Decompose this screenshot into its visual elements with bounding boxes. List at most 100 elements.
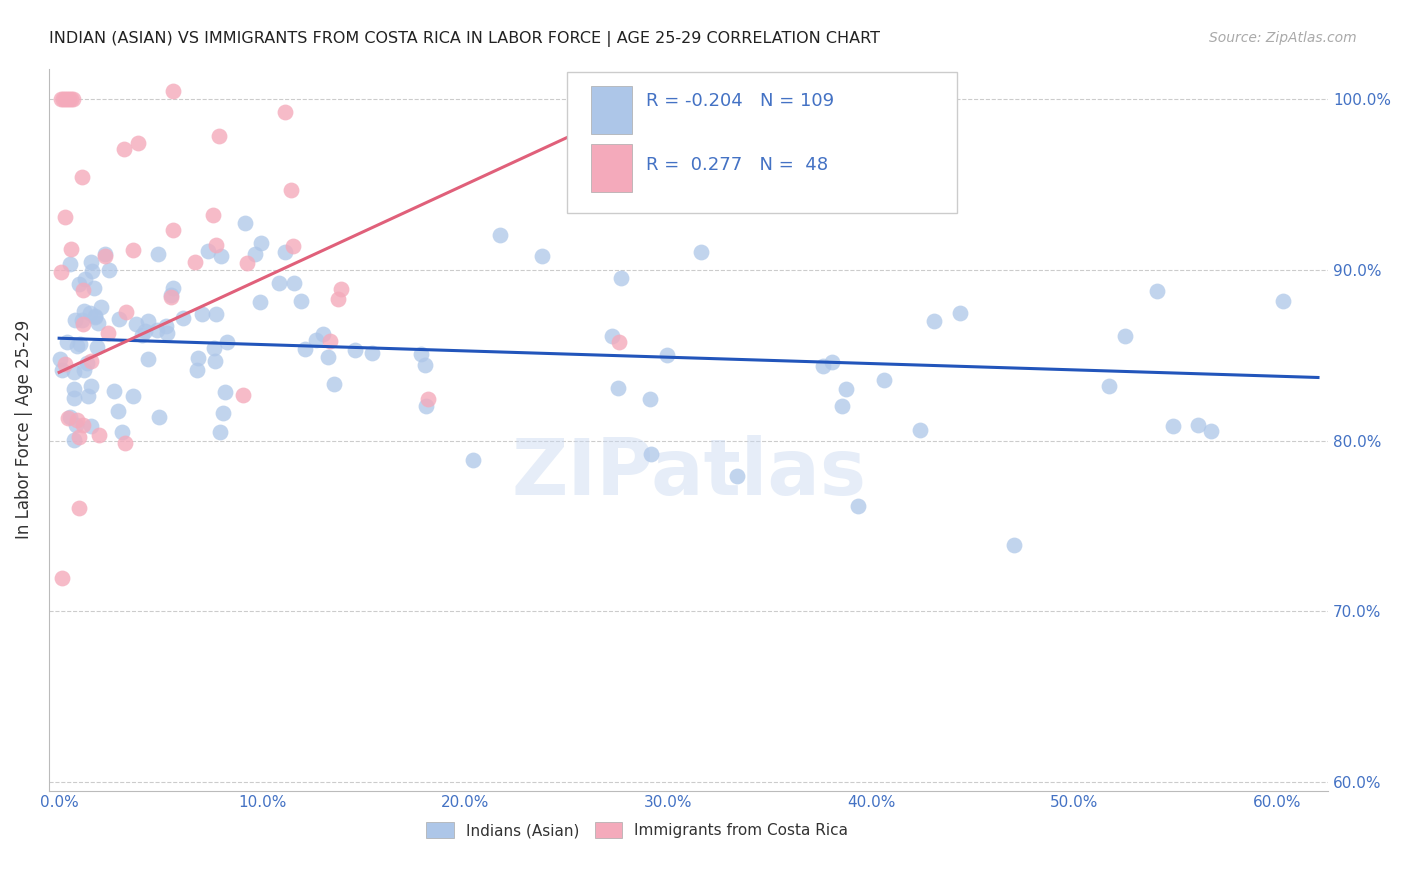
Point xyxy=(148,409,170,424)
Point xyxy=(233,217,256,231)
Point xyxy=(73,304,96,318)
Point xyxy=(922,313,945,327)
Point xyxy=(67,430,90,444)
Point xyxy=(274,105,297,120)
Point xyxy=(67,501,90,516)
Point xyxy=(90,301,112,315)
Point xyxy=(87,316,110,330)
Point xyxy=(208,128,231,143)
Point xyxy=(187,351,209,366)
Point xyxy=(1187,417,1209,432)
Point xyxy=(214,384,236,399)
Point xyxy=(97,326,120,341)
Point xyxy=(51,571,73,585)
Point xyxy=(326,292,349,306)
Point xyxy=(115,304,138,318)
Point xyxy=(53,92,76,106)
Point xyxy=(127,136,149,150)
Point xyxy=(72,284,94,298)
Point xyxy=(236,256,259,270)
Point xyxy=(77,389,100,403)
Point xyxy=(305,333,328,347)
Point xyxy=(204,353,226,368)
Point xyxy=(204,307,226,321)
Point xyxy=(690,245,713,260)
Point xyxy=(121,389,143,403)
Point xyxy=(107,404,129,418)
Point xyxy=(280,183,302,197)
Point xyxy=(72,317,94,331)
Point xyxy=(63,365,86,379)
Point xyxy=(80,264,103,278)
Point xyxy=(283,276,305,290)
Point xyxy=(156,326,179,340)
Point xyxy=(640,447,662,461)
Point xyxy=(87,428,110,442)
Point xyxy=(84,309,107,323)
Point xyxy=(48,351,70,366)
Point xyxy=(209,249,232,263)
Point xyxy=(274,244,297,259)
Point xyxy=(69,337,91,351)
Point xyxy=(283,239,305,253)
Legend: Indians (Asian), Immigrants from Costa Rica: Indians (Asian), Immigrants from Costa R… xyxy=(420,816,855,845)
Point xyxy=(908,423,931,437)
Point xyxy=(56,410,79,425)
Point xyxy=(76,356,98,370)
Point xyxy=(208,425,231,439)
Point xyxy=(62,433,84,447)
Point xyxy=(160,290,183,304)
Point xyxy=(59,242,82,256)
Point xyxy=(610,270,633,285)
Point xyxy=(413,358,436,372)
Point xyxy=(136,314,159,328)
Point xyxy=(93,246,115,260)
Point xyxy=(80,354,103,368)
Point xyxy=(69,277,91,291)
Point xyxy=(655,348,678,362)
Point xyxy=(63,383,86,397)
Point xyxy=(56,92,79,106)
Point xyxy=(586,166,609,180)
Point xyxy=(63,391,86,405)
Point xyxy=(66,339,89,353)
Point xyxy=(725,469,748,483)
Point xyxy=(245,246,267,260)
Point xyxy=(416,392,439,406)
Point xyxy=(197,244,219,259)
Point xyxy=(360,346,382,360)
Point xyxy=(83,281,105,295)
Point xyxy=(330,282,353,296)
Point xyxy=(162,223,184,237)
Point xyxy=(51,362,73,376)
Point xyxy=(415,399,437,413)
Point xyxy=(103,384,125,398)
Point xyxy=(49,92,72,106)
Point xyxy=(79,306,101,320)
Point xyxy=(146,322,169,336)
Point xyxy=(249,235,271,250)
Point xyxy=(65,413,87,427)
Point xyxy=(172,311,194,326)
Point xyxy=(53,210,76,224)
Point xyxy=(600,329,623,343)
Text: ZIPatlas: ZIPatlas xyxy=(510,435,866,511)
Point xyxy=(848,499,870,513)
Point xyxy=(489,227,512,242)
Point xyxy=(70,312,93,326)
Point xyxy=(949,306,972,320)
Point xyxy=(111,425,134,439)
Point xyxy=(146,247,169,261)
Point xyxy=(316,350,339,364)
Point xyxy=(184,255,207,269)
Point xyxy=(409,347,432,361)
Point xyxy=(831,399,853,413)
Point xyxy=(114,436,136,450)
Point xyxy=(294,342,316,356)
Point xyxy=(86,340,108,354)
Point xyxy=(162,280,184,294)
Point xyxy=(125,317,148,331)
Point xyxy=(134,324,156,338)
Point xyxy=(249,294,271,309)
Point xyxy=(62,92,84,106)
